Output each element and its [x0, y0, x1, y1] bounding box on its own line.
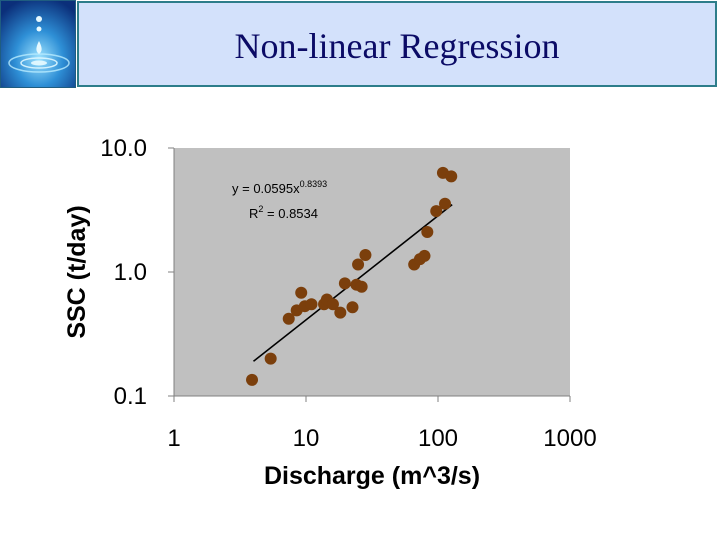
- y-tick-labels: 10.0 1.0 0.1: [100, 135, 147, 410]
- equation-base: y = 0.0595x: [232, 181, 300, 196]
- y-tick-label: 1.0: [114, 259, 147, 286]
- x-tick-label: 100: [418, 425, 458, 452]
- data-point: [359, 249, 372, 262]
- water-drop-icon: [1, 1, 75, 87]
- data-point: [430, 205, 443, 218]
- r2-prefix: R: [249, 206, 258, 221]
- data-point: [282, 312, 295, 325]
- data-point: [295, 286, 308, 299]
- x-tick-label: 10: [293, 425, 320, 452]
- data-points: [246, 166, 458, 386]
- y-axis-label: SSC (t/day): [63, 205, 91, 338]
- data-point: [246, 373, 259, 386]
- x-axis-label: Discharge (m^3/s): [264, 462, 480, 490]
- r2-power: 2: [258, 204, 263, 214]
- slide-title: Non-linear Regression: [234, 26, 560, 66]
- data-point: [338, 277, 351, 290]
- axes: [168, 147, 571, 402]
- r2-value: = 0.8534: [263, 206, 318, 221]
- data-point: [334, 306, 347, 319]
- data-point: [326, 298, 339, 311]
- x-tick-label: 1: [167, 425, 180, 452]
- data-point: [439, 197, 452, 210]
- slide-header: Non-linear Regression: [0, 0, 720, 90]
- data-point: [421, 226, 434, 239]
- equation-exponent: 0.8393: [300, 179, 328, 189]
- data-point: [352, 258, 365, 271]
- plot-area: [174, 148, 570, 396]
- r-squared-label: R2 = 0.8534: [249, 204, 318, 221]
- x-tick-labels: 1 10 100 1000: [167, 425, 596, 452]
- water-drop-logo: [0, 0, 76, 88]
- data-point: [445, 170, 458, 183]
- data-point: [346, 301, 359, 314]
- data-point: [305, 298, 318, 311]
- y-tick-label: 10.0: [100, 135, 147, 162]
- data-point: [418, 249, 431, 262]
- data-point: [264, 352, 277, 365]
- title-bar: Non-linear Regression: [77, 1, 717, 87]
- x-tick-label: 1000: [543, 425, 596, 452]
- data-point: [355, 280, 368, 293]
- y-tick-label: 0.1: [114, 383, 147, 410]
- trendline-equation: y = 0.0595x0.8393: [232, 179, 327, 196]
